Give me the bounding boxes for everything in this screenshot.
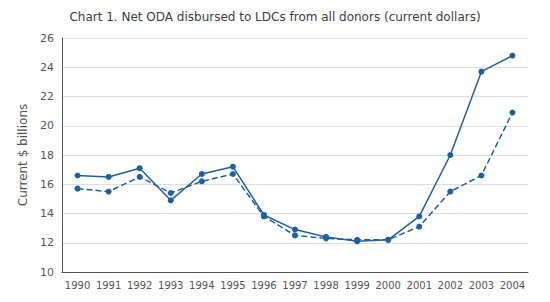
svg-text:12: 12 (40, 236, 54, 249)
svg-text:1999: 1999 (344, 280, 369, 291)
svg-text:26: 26 (40, 32, 54, 45)
svg-text:1994: 1994 (189, 280, 214, 291)
svg-text:2000: 2000 (375, 280, 400, 291)
svg-text:20: 20 (40, 119, 54, 132)
svg-text:Chart 1. Net ODA disbursed to: Chart 1. Net ODA disbursed to LDCs from … (69, 10, 480, 24)
svg-text:Current $ billions: Current $ billions (16, 104, 30, 207)
svg-text:2002: 2002 (438, 280, 463, 291)
svg-text:2004: 2004 (500, 280, 525, 291)
svg-text:10: 10 (40, 266, 54, 279)
svg-text:1991: 1991 (96, 280, 121, 291)
svg-text:2003: 2003 (469, 280, 494, 291)
svg-text:1997: 1997 (282, 280, 307, 291)
svg-text:1993: 1993 (158, 280, 183, 291)
svg-text:1995: 1995 (220, 280, 245, 291)
svg-text:18: 18 (40, 149, 54, 162)
svg-text:1998: 1998 (313, 280, 338, 291)
svg-text:22: 22 (40, 90, 54, 103)
svg-text:16: 16 (40, 178, 54, 191)
svg-text:24: 24 (40, 61, 54, 74)
svg-text:1996: 1996 (251, 280, 276, 291)
svg-text:1990: 1990 (65, 280, 90, 291)
svg-text:2001: 2001 (407, 280, 432, 291)
svg-text:14: 14 (40, 207, 54, 220)
svg-text:1992: 1992 (127, 280, 152, 291)
